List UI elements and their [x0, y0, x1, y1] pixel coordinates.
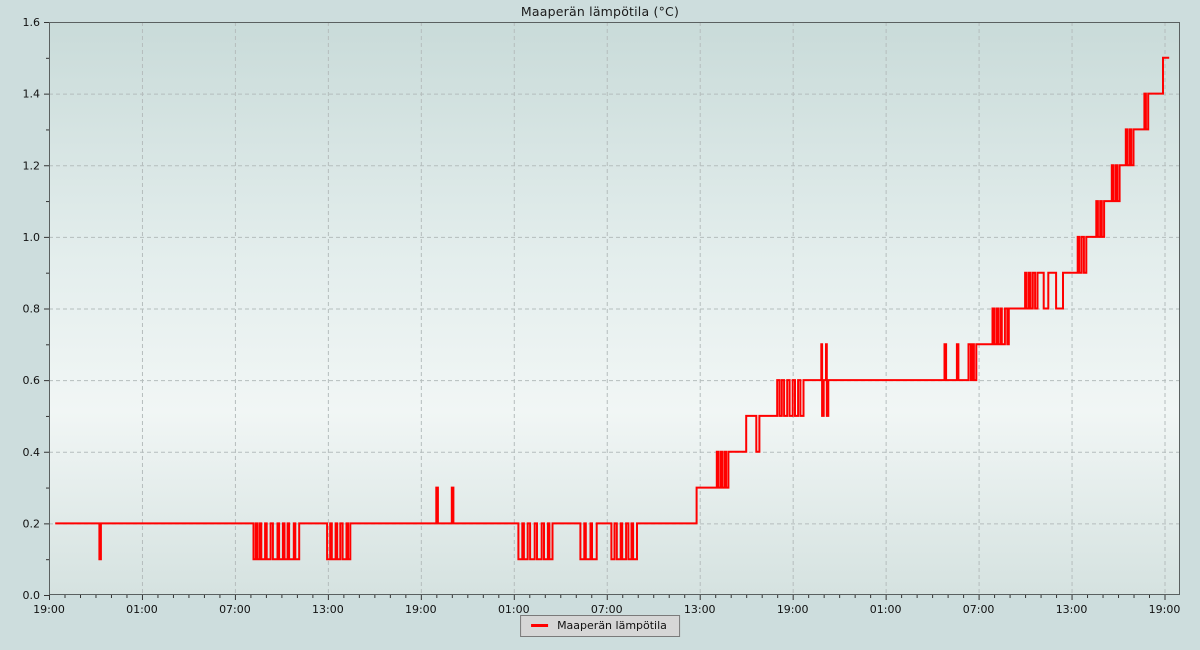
- svg-text:1.2: 1.2: [23, 159, 41, 172]
- svg-text:01:00: 01:00: [870, 603, 902, 616]
- svg-text:13:00: 13:00: [312, 603, 344, 616]
- svg-text:0.6: 0.6: [23, 374, 41, 387]
- y-axis-labels: 0.0 0.2 0.4 0.6 0.8 1.0 1.2 1.4 1.6: [23, 16, 41, 602]
- svg-text:1.0: 1.0: [23, 231, 41, 244]
- svg-text:07:00: 07:00: [591, 603, 623, 616]
- legend-label: Maaperän lämpötila: [557, 619, 667, 632]
- svg-text:0.4: 0.4: [23, 446, 41, 459]
- svg-text:19:00: 19:00: [1149, 603, 1181, 616]
- legend-line-swatch: [531, 624, 549, 627]
- svg-text:13:00: 13:00: [1056, 603, 1088, 616]
- svg-text:13:00: 13:00: [684, 603, 716, 616]
- legend: Maaperän lämpötila: [520, 615, 680, 637]
- svg-text:0.8: 0.8: [23, 303, 41, 316]
- svg-text:19:00: 19:00: [777, 603, 809, 616]
- svg-text:19:00: 19:00: [405, 603, 437, 616]
- axis-ticks: [44, 22, 1166, 600]
- svg-text:1.4: 1.4: [23, 88, 41, 101]
- x-axis-labels: 19:00 01:00 07:00 13:00 19:00 01:00 07:00 13:00…: [33, 603, 1180, 616]
- svg-text:07:00: 07:00: [963, 603, 995, 616]
- svg-text:07:00: 07:00: [219, 603, 251, 616]
- plot-frame: [49, 22, 1180, 595]
- svg-text:19:00: 19:00: [33, 603, 65, 616]
- svg-text:0.0: 0.0: [23, 589, 41, 602]
- svg-text:1.6: 1.6: [23, 16, 41, 29]
- chart-title: Maaperän lämpötila (°C): [520, 4, 680, 19]
- gridlines: [49, 22, 1180, 595]
- temperature-series-line: [55, 56, 1170, 561]
- svg-text:01:00: 01:00: [498, 603, 530, 616]
- svg-text:0.2: 0.2: [23, 517, 41, 530]
- svg-text:01:00: 01:00: [126, 603, 158, 616]
